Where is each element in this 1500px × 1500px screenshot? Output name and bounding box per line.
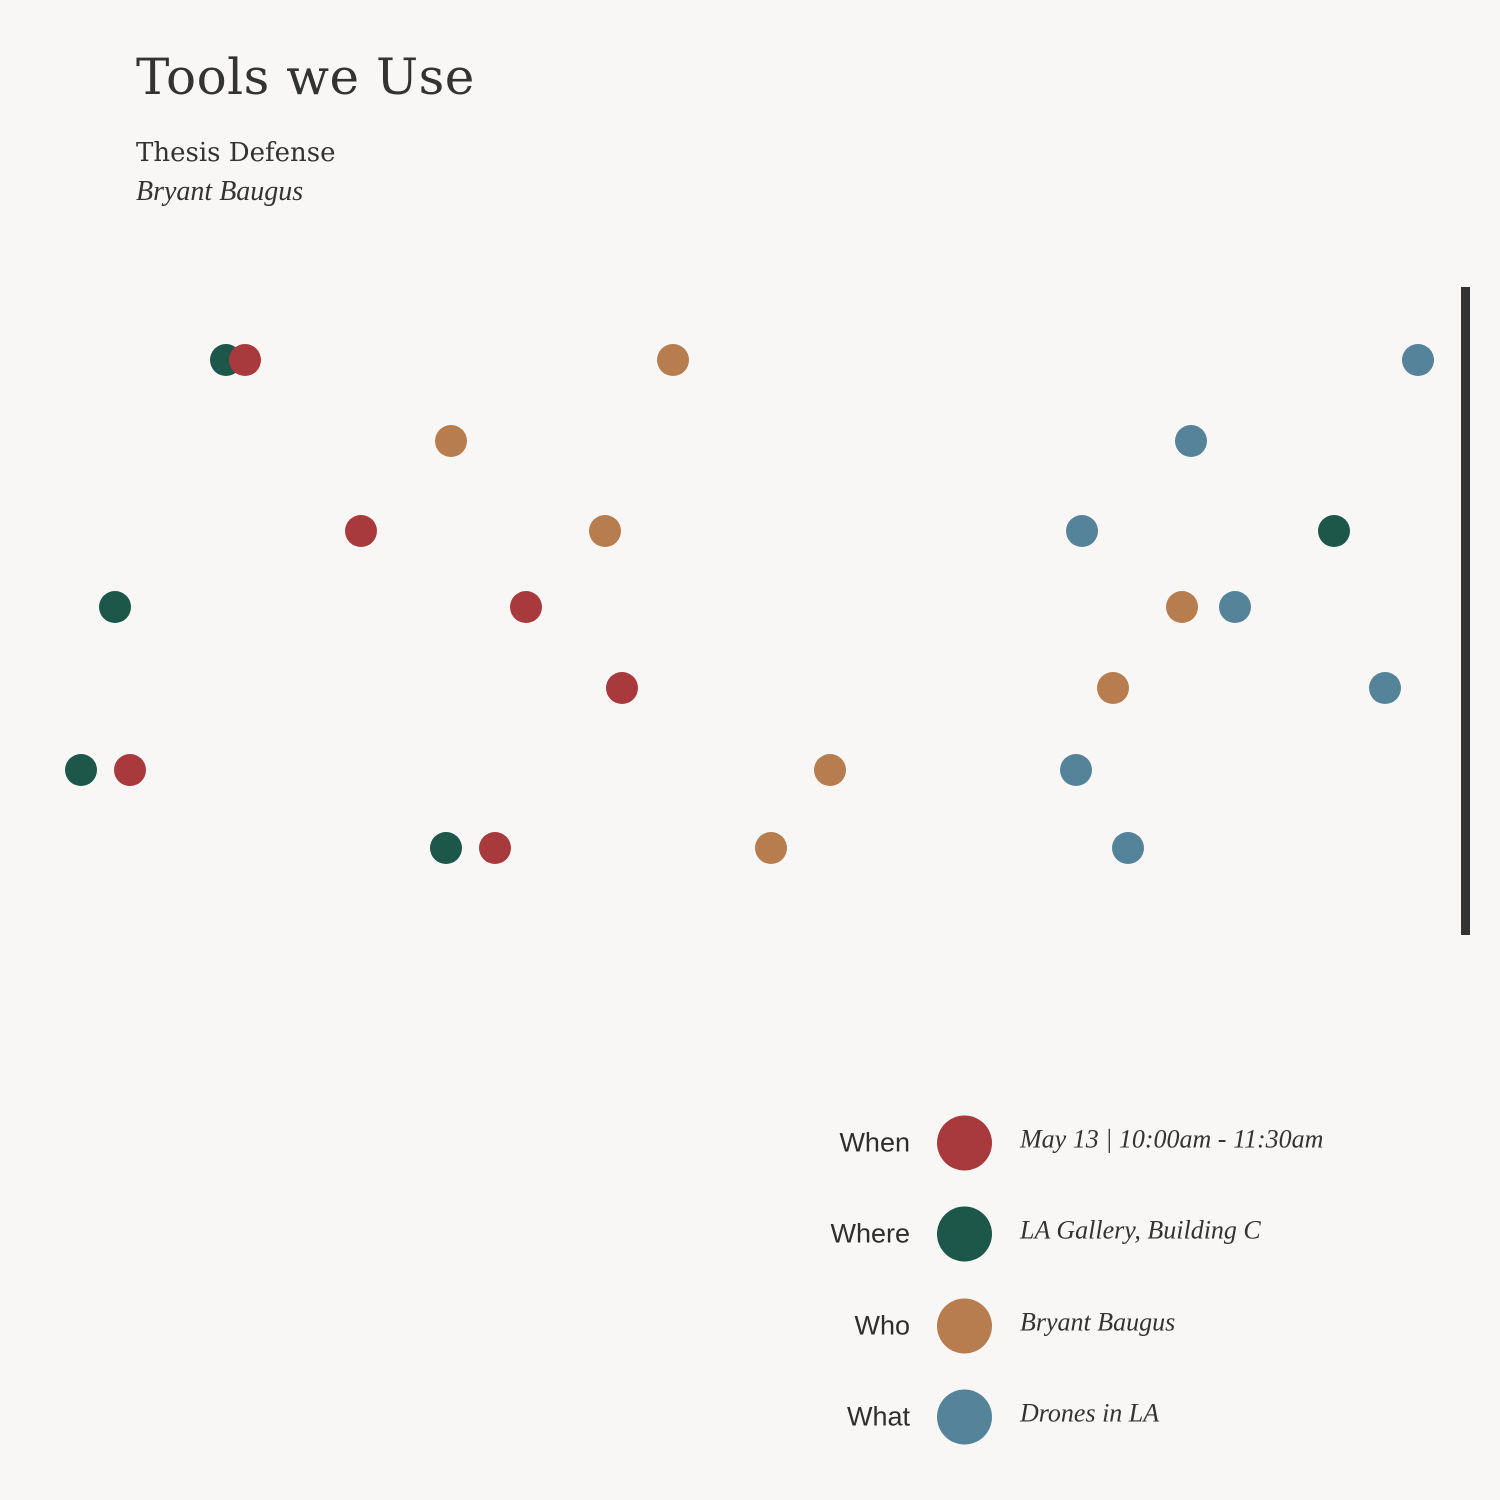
legend-row-when: When May 13 | 10:00am - 11:30am: [760, 1113, 1380, 1173]
dot-when: [510, 591, 542, 623]
legend-value-when: May 13 | 10:00am - 11:30am: [1020, 1124, 1324, 1154]
dot-who: [589, 515, 621, 547]
legend-label-where: Where: [830, 1218, 910, 1249]
dot-what: [1112, 832, 1144, 864]
dot-who: [435, 425, 467, 457]
dot-who: [657, 344, 689, 376]
dot-what: [1175, 425, 1207, 457]
legend-value-where: LA Gallery, Building C: [1020, 1215, 1261, 1245]
legend-label-who: Who: [854, 1310, 910, 1341]
dot-who: [814, 754, 846, 786]
legend-row-who: Who Bryant Baugus: [760, 1296, 1380, 1356]
legend-swatch-what: [937, 1389, 992, 1445]
vertical-divider-bar: [1461, 287, 1470, 935]
legend-value-what: Drones in LA: [1020, 1398, 1160, 1428]
dot-when: [114, 754, 146, 786]
legend-row-where: Where LA Gallery, Building C: [760, 1204, 1380, 1264]
dot-where: [99, 591, 131, 623]
legend-swatch-where: [937, 1206, 992, 1262]
dot-what: [1066, 515, 1098, 547]
author-name: Bryant Baugus: [136, 176, 304, 207]
dot-who: [1166, 591, 1198, 623]
legend-value-who: Bryant Baugus: [1020, 1307, 1176, 1337]
legend-swatch-when: [937, 1115, 992, 1171]
dot-what: [1060, 754, 1092, 786]
dot-where: [430, 832, 462, 864]
legend-row-what: What Drones in LA: [760, 1387, 1380, 1447]
legend-label-when: When: [839, 1127, 910, 1158]
legend-label-what: What: [846, 1401, 910, 1432]
dot-what: [1219, 591, 1251, 623]
dot-who: [1097, 672, 1129, 704]
dot-when: [345, 515, 377, 547]
dot-when: [229, 344, 261, 376]
dot-who: [755, 832, 787, 864]
subtitle: Thesis Defense: [136, 138, 336, 168]
dot-where: [1318, 515, 1350, 547]
dot-when: [479, 832, 511, 864]
dot-what: [1369, 672, 1401, 704]
dot-when: [606, 672, 638, 704]
page-title: Tools we Use: [136, 48, 475, 106]
dot-where: [65, 754, 97, 786]
dot-what: [1402, 344, 1434, 376]
legend-swatch-who: [937, 1298, 992, 1354]
